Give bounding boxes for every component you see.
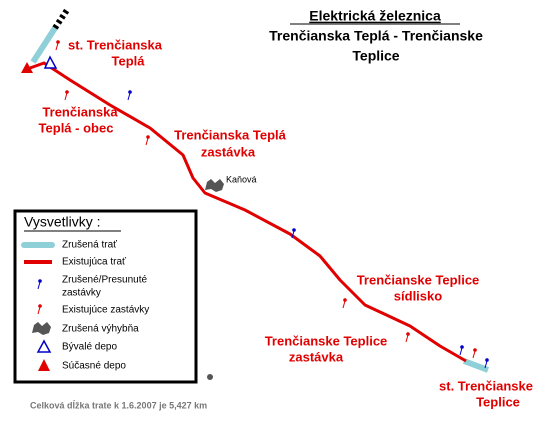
dot [207, 374, 213, 380]
map-subtitle: Teplice [352, 48, 399, 64]
current-depot [21, 62, 33, 73]
abolished-track [30, 26, 58, 64]
station-label: Teplice [476, 394, 520, 409]
passing-loop [205, 179, 224, 192]
legend-label: Existujúca trať [62, 257, 126, 268]
abolished-track-end [52, 8, 70, 30]
legend-label: Zrušené/Presunuté [62, 275, 147, 286]
legend-label: Bývalé depo [62, 342, 117, 353]
stop-existing [405, 331, 411, 343]
legend: Vysvetlivky : Zrušená trať Existujúca tr… [13, 209, 198, 384]
station-label: zastávka [201, 144, 256, 159]
stop-existing [472, 347, 478, 359]
stop-existing [145, 134, 151, 146]
station-label: Trenčianske Teplice [265, 333, 388, 348]
stop-existing [55, 39, 61, 51]
station-label: st. Trenčianska [68, 37, 163, 52]
legend-label: zastávky [62, 288, 101, 299]
station-label: Trenčianska Teplá [174, 127, 287, 142]
stop-abolished [459, 344, 465, 356]
stop-existing [342, 297, 348, 309]
former-depot [43, 55, 58, 69]
stop-existing [64, 89, 70, 101]
station-label: Trenčianska [42, 104, 118, 119]
legend-title: Vysvetlivky : [24, 214, 101, 230]
track [29, 61, 467, 363]
station-label: sídlisko [394, 288, 442, 303]
station-label: st. Trenčianske [439, 378, 533, 393]
station-label: Teplá - obec [39, 120, 114, 135]
footer-note: Celková dĺžka trate k 1.6.2007 je 5,427 … [30, 399, 207, 410]
legend-label: Súčasné depo [62, 361, 126, 372]
abolished-track [462, 358, 490, 373]
legend-label: Zrušená trať [62, 240, 117, 251]
stop-abolished [127, 89, 133, 101]
legend-label: Existujúce zastávky [62, 305, 149, 316]
station-label: Trenčianske Teplice [357, 272, 480, 287]
station-label: zastávka [289, 349, 344, 364]
station-label: Teplá [112, 53, 146, 68]
loop-label: Kaňová [226, 174, 257, 184]
map-title: Elektrická železnica [309, 8, 441, 24]
map-subtitle: Trenčianska Teplá - Trenčianske [269, 28, 483, 44]
legend-label: Zrušená výhybňa [62, 324, 139, 335]
